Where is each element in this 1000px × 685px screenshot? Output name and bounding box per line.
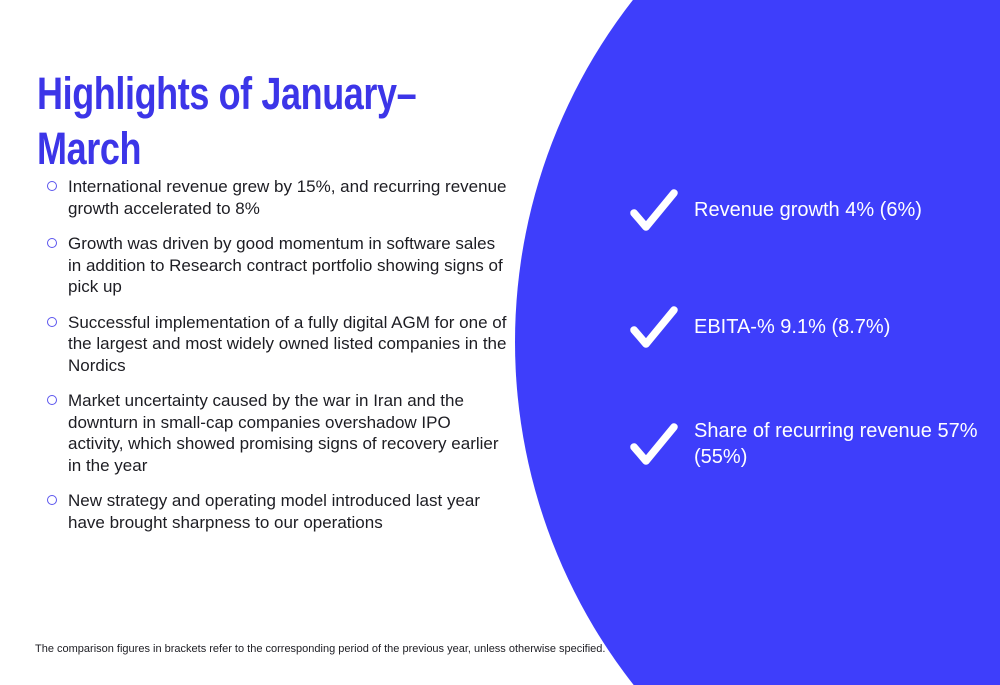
kpi-text: EBITA-% 9.1% (8.7%) <box>694 316 891 338</box>
kpi-item: Revenue growth 4% (6%) <box>630 188 922 232</box>
page-title: Highlights of January– March <box>37 66 417 176</box>
list-item: Market uncertainty caused by the war in … <box>47 390 519 476</box>
checkmark-icon <box>630 306 678 348</box>
page-title-line-2: March <box>37 123 142 175</box>
bullet-circle-icon <box>47 395 57 405</box>
list-item-text: Market uncertainty caused by the war in … <box>68 391 499 475</box>
checkmark-icon <box>630 189 678 231</box>
checkmark-icon <box>630 423 678 465</box>
kpi-item: EBITA-% 9.1% (8.7%) <box>630 305 890 349</box>
footnote: The comparison figures in brackets refer… <box>35 643 606 655</box>
highlights-list: International revenue grew by 15%, and r… <box>47 176 519 547</box>
bullet-circle-icon <box>47 181 57 191</box>
bullet-circle-icon <box>47 238 57 248</box>
list-item: Growth was driven by good momentum in so… <box>47 233 519 298</box>
list-item-text: Successful implementation of a fully dig… <box>68 312 507 375</box>
list-item-text: New strategy and operating model introdu… <box>68 491 481 532</box>
list-item-text: Growth was driven by good momentum in so… <box>68 234 503 296</box>
accent-circle <box>515 0 1000 685</box>
kpi-text: Share of recurring revenue 57% (55%) <box>694 420 978 468</box>
list-item: International revenue grew by 15%, and r… <box>47 176 519 219</box>
kpi-item: Share of recurring revenue 57% (55%) <box>630 418 979 470</box>
page-title-line-1: Highlights of January– <box>37 68 417 120</box>
bullet-circle-icon <box>47 316 57 327</box>
list-item: New strategy and operating model introdu… <box>47 490 519 533</box>
list-item-text: International revenue grew by 15%, and r… <box>68 177 507 218</box>
kpi-text: Revenue growth 4% (6%) <box>694 199 922 221</box>
bullet-circle-icon <box>47 495 57 505</box>
list-item: Successful implementation of a fully dig… <box>47 312 519 377</box>
